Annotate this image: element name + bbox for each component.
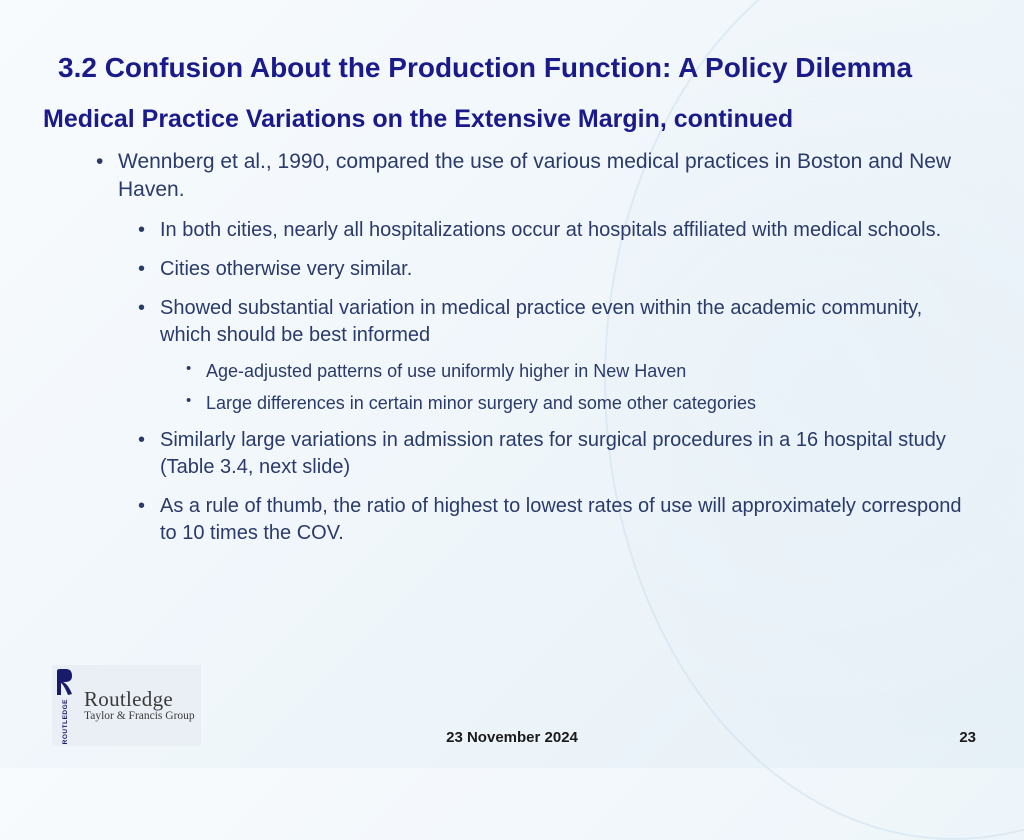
slide-subtitle: Medical Practice Variations on the Exten… bbox=[43, 105, 964, 134]
logo-name: Routledge bbox=[84, 688, 195, 710]
list-item: In both cities, nearly all hospitalizati… bbox=[160, 217, 964, 244]
list-item: Similarly large variations in admission … bbox=[160, 427, 964, 481]
list-item: Wennberg et al., 1990, compared the use … bbox=[118, 148, 964, 547]
list-item: Cities otherwise very similar. bbox=[160, 256, 964, 283]
bullet-text: Showed substantial variation in medical … bbox=[160, 297, 922, 346]
list-item: Age-adjusted patterns of use uniformly h… bbox=[206, 359, 964, 383]
footer-date: 23 November 2024 bbox=[446, 729, 578, 746]
logo-vertical-text: ROUTLEDGE bbox=[62, 699, 69, 744]
bullet-list-level3: Age-adjusted patterns of use uniformly h… bbox=[160, 359, 964, 416]
bullet-text: Wennberg et al., 1990, compared the use … bbox=[118, 150, 951, 201]
bullet-list-level1: Wennberg et al., 1990, compared the use … bbox=[58, 148, 964, 547]
list-item: Showed substantial variation in medical … bbox=[160, 295, 964, 416]
list-item: As a rule of thumb, the ratio of highest… bbox=[160, 493, 964, 547]
publisher-logo: ROUTLEDGE Routledge Taylor & Francis Gro… bbox=[52, 665, 201, 746]
logo-mark: ROUTLEDGE bbox=[54, 667, 76, 744]
slide-title: 3.2 Confusion About the Production Funct… bbox=[58, 50, 964, 85]
slide-container: 3.2 Confusion About the Production Funct… bbox=[0, 0, 1024, 768]
logo-tagline: Taylor & Francis Group bbox=[84, 710, 195, 722]
list-item: Large differences in certain minor surge… bbox=[206, 391, 964, 415]
bullet-list-level2: In both cities, nearly all hospitalizati… bbox=[118, 217, 964, 548]
page-number: 23 bbox=[959, 729, 976, 746]
routledge-r-icon bbox=[54, 667, 76, 697]
logo-text-block: Routledge Taylor & Francis Group bbox=[84, 688, 195, 722]
